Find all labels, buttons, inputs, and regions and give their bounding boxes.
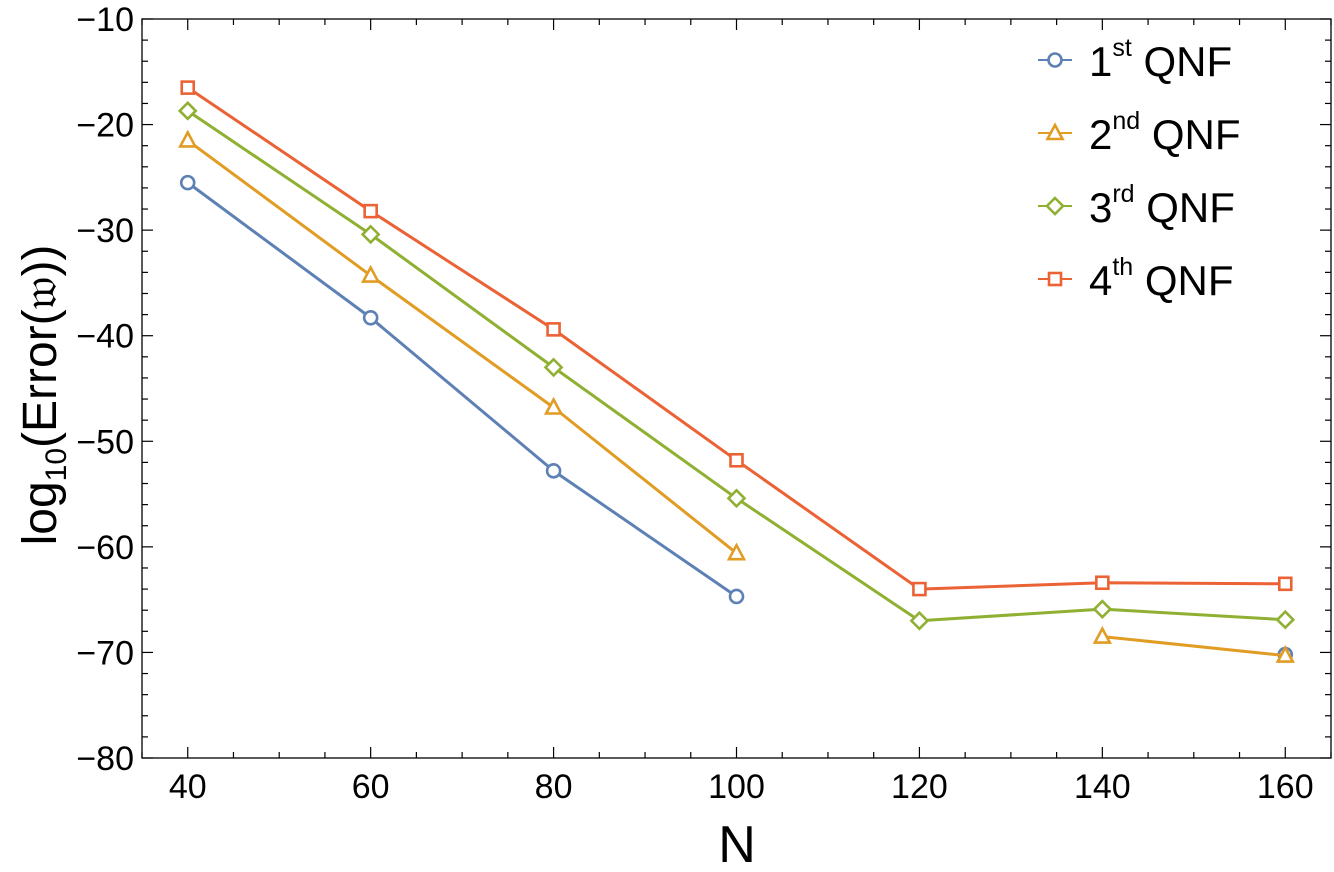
legend-item-3: 3rd QNF <box>1038 180 1235 231</box>
data-point-square <box>546 322 561 337</box>
y-tick-label: −50 <box>76 423 134 461</box>
data-point-triangle <box>726 542 747 561</box>
legend-label-rest: QNF <box>1133 257 1233 304</box>
series-line <box>1102 635 1286 658</box>
legend-label: 2nd QNF <box>1089 107 1241 158</box>
y-axis-title-group: log10(Error(𝔴)) <box>14 245 73 546</box>
x-tick-label: 60 <box>352 768 390 806</box>
legend-label-base: 3 <box>1089 184 1112 231</box>
series-3 <box>177 101 1296 631</box>
data-point-circle <box>362 309 379 326</box>
data-point-square <box>1095 575 1110 591</box>
legend-label-rest: QNF <box>1135 184 1235 231</box>
data-point-diamond <box>1275 609 1296 630</box>
data-point-triangle <box>1092 625 1113 644</box>
x-tick-label: 100 <box>708 768 765 806</box>
data-point-diamond <box>1092 599 1113 619</box>
data-point-triangle <box>360 264 381 283</box>
legend-marker-circle <box>1047 52 1063 68</box>
legend-item-4: 4th QNF <box>1038 253 1234 304</box>
y-tick-label: −40 <box>76 318 134 356</box>
data-point-triangle <box>178 129 198 148</box>
series-layer <box>177 80 1296 663</box>
y-axis-title: log10(Error(𝔴)) <box>14 245 73 546</box>
data-point-diamond <box>177 101 198 121</box>
x-tick-label: 40 <box>169 768 207 806</box>
series-4 <box>180 80 1293 597</box>
legend-label-rest: QNF <box>1140 111 1240 158</box>
y-tick-label: −70 <box>76 634 134 672</box>
data-point-triangle <box>543 396 564 415</box>
data-point-triangle <box>1275 644 1295 663</box>
y-tick-label: −80 <box>76 740 134 778</box>
data-point-diamond <box>726 488 747 509</box>
y-axis-title-sub: 10 <box>40 448 73 481</box>
x-axis-title: N <box>718 816 756 872</box>
x-tick-label: 80 <box>535 768 573 806</box>
x-tick-label: 160 <box>1257 768 1314 806</box>
series-2 <box>178 129 1295 663</box>
legend-label-rest: QNF <box>1132 38 1232 85</box>
data-point-diamond <box>360 224 381 245</box>
data-point-circle <box>728 588 745 605</box>
data-point-square <box>363 203 378 219</box>
y-tick-label: −30 <box>76 212 134 250</box>
legend-item-1: 1st QNF <box>1038 34 1232 85</box>
data-point-diamond <box>543 357 564 378</box>
y-axis-title-rest: (Error(𝔴)) <box>14 245 67 448</box>
x-axis-ticks: 40 60 80 100 120 140 160 <box>141 19 1332 806</box>
data-point-circle <box>179 174 196 191</box>
legend-label-base: 2 <box>1089 111 1112 158</box>
legend-item-2: 2nd QNF <box>1038 107 1241 158</box>
y-axis-title-main: log <box>14 481 67 545</box>
legend-label: 4th QNF <box>1089 253 1234 304</box>
legend-label-base: 4 <box>1089 257 1112 304</box>
data-point-diamond <box>909 610 930 631</box>
data-point-circle <box>545 463 562 479</box>
series-line <box>186 139 738 555</box>
legend-label-base: 1 <box>1089 38 1112 85</box>
legend-label-sup: st <box>1112 34 1132 62</box>
y-axis-ticks: −80 −70 −60 −50 −40 −30 −20 −10 <box>76 1 1331 778</box>
data-point-square <box>1277 576 1293 592</box>
legend-label: 3rd QNF <box>1089 180 1235 231</box>
legend-marker-square <box>1047 271 1063 287</box>
y-tick-label: −10 <box>76 1 134 39</box>
data-point-square <box>180 80 196 95</box>
data-point-square <box>912 581 927 597</box>
series-line <box>186 86 1286 591</box>
legend-label-sup: th <box>1112 253 1133 281</box>
y-tick-label: −20 <box>76 107 134 145</box>
x-tick-label: 140 <box>1074 768 1131 806</box>
series-1 <box>179 174 1294 663</box>
series-line <box>186 181 738 598</box>
y-tick-label: −60 <box>76 529 134 567</box>
legend-label-sup: rd <box>1112 180 1134 208</box>
x-tick-label: 120 <box>891 768 948 806</box>
legend-marker-triangle <box>1045 122 1065 141</box>
data-point-square <box>729 452 744 468</box>
legend-label-sup: nd <box>1112 107 1140 135</box>
legend-marker-diamond <box>1045 196 1065 216</box>
legend-label: 1st QNF <box>1089 34 1232 85</box>
